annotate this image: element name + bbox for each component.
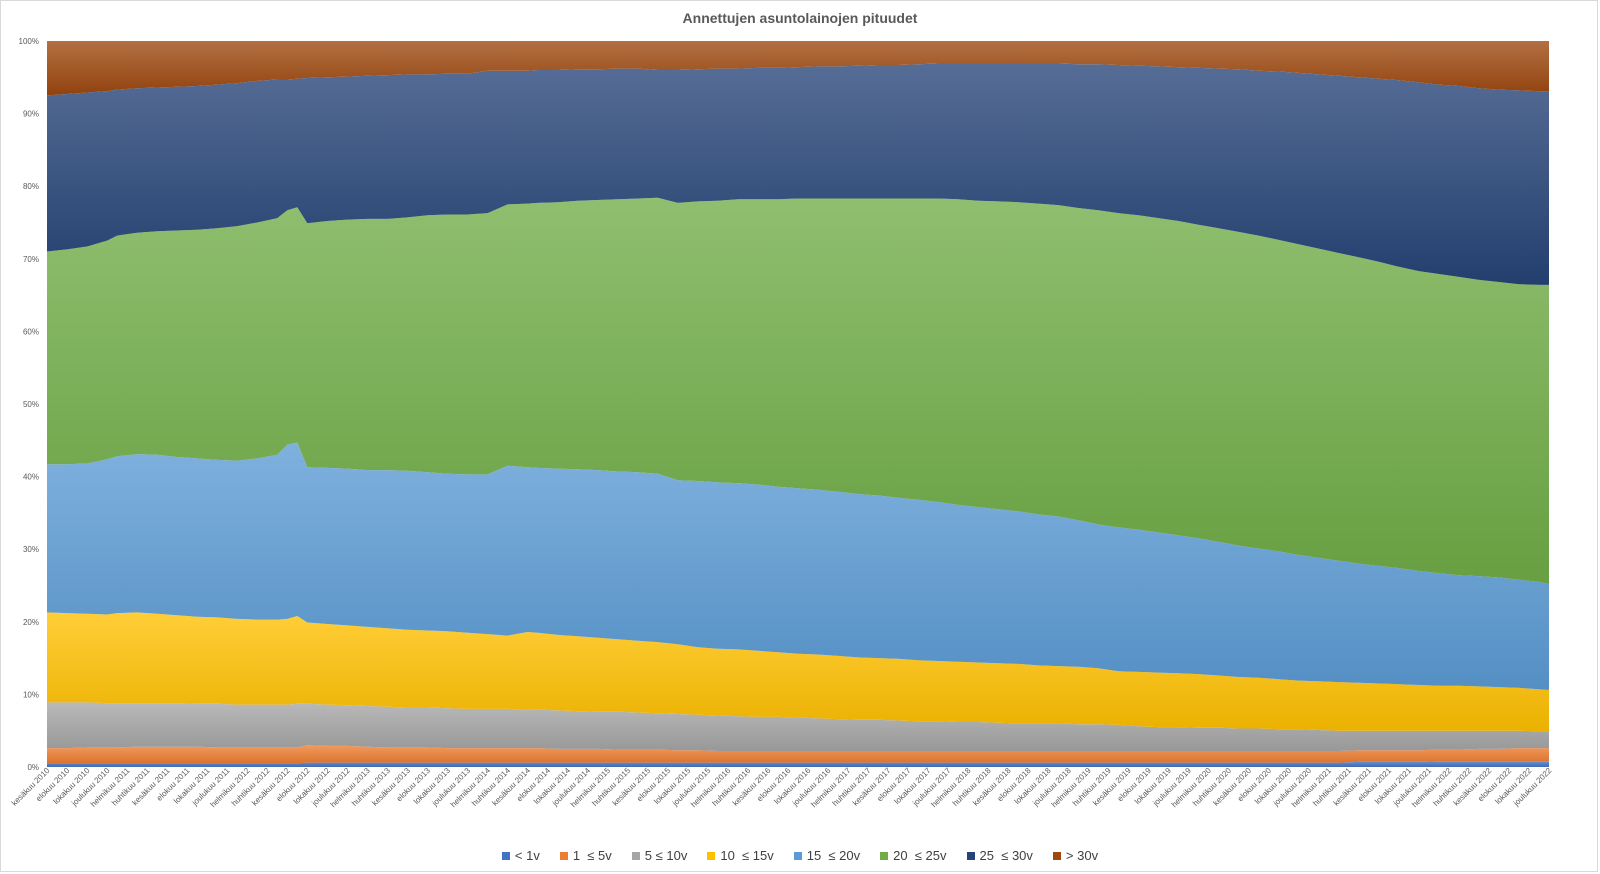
legend-label: 10 ≤ 15v: [720, 848, 774, 863]
legend-item: 5 ≤ 10v: [631, 848, 688, 863]
legend-swatch: [501, 851, 510, 860]
legend-item: 1 ≤ 5v: [559, 848, 612, 863]
legend-label: 15 ≤ 20v: [806, 848, 861, 863]
y-tick-label: 50%: [23, 400, 39, 409]
legend-label: 25 ≤ 30v: [979, 848, 1033, 863]
legend-swatch: [1052, 851, 1061, 860]
y-tick-label: 30%: [23, 545, 39, 554]
legend-swatch: [966, 851, 975, 860]
legend-item: 15 ≤ 20v: [793, 848, 861, 863]
area-series-4: [47, 442, 1549, 690]
legend-item: > 30v: [1052, 848, 1099, 863]
legend-swatch: [707, 851, 716, 860]
legend-item: < 1v: [501, 848, 540, 863]
area-series-1: [47, 745, 1549, 764]
legend-item: 10 ≤ 15v: [707, 848, 774, 863]
legend-label: < 1v: [514, 848, 540, 863]
y-tick-label: 100%: [19, 37, 39, 46]
legend-swatch: [880, 851, 889, 860]
y-tick-label: 40%: [23, 473, 39, 482]
area-series-5: [47, 197, 1549, 585]
y-tick-label: 0%: [27, 763, 39, 772]
legend-label: > 30v: [1065, 848, 1099, 863]
area-series-7: [47, 41, 1549, 96]
y-tick-label: 20%: [23, 618, 39, 627]
area-series-2: [47, 702, 1549, 751]
y-tick-label: 10%: [23, 690, 39, 699]
y-tick-label: 90%: [23, 110, 39, 119]
legend-swatch: [559, 851, 568, 860]
y-tick-label: 60%: [23, 327, 39, 336]
legend-label: 1 ≤ 5v: [572, 848, 612, 863]
legend-label: 5 ≤ 10v: [644, 848, 688, 863]
chart-legend: < 1v 1 ≤ 5v 5 ≤ 10v 10 ≤ 15v 15 ≤ 20v 20 ≤ 25…: [0, 848, 1600, 863]
y-tick-label: 80%: [23, 182, 39, 191]
legend-swatch: [793, 851, 802, 860]
legend-swatch: [631, 851, 640, 860]
chart-title: Annettujen asuntolainojen pituudet: [682, 10, 918, 26]
legend-label: 20 ≤ 25v: [893, 848, 947, 863]
y-tick-label: 70%: [23, 255, 39, 264]
legend-item: 20 ≤ 25v: [880, 848, 947, 863]
area-series-6: [47, 63, 1549, 285]
area-series-3: [47, 612, 1549, 732]
legend-item: 25 ≤ 30v: [966, 848, 1033, 863]
area-series-0: [47, 761, 1549, 767]
